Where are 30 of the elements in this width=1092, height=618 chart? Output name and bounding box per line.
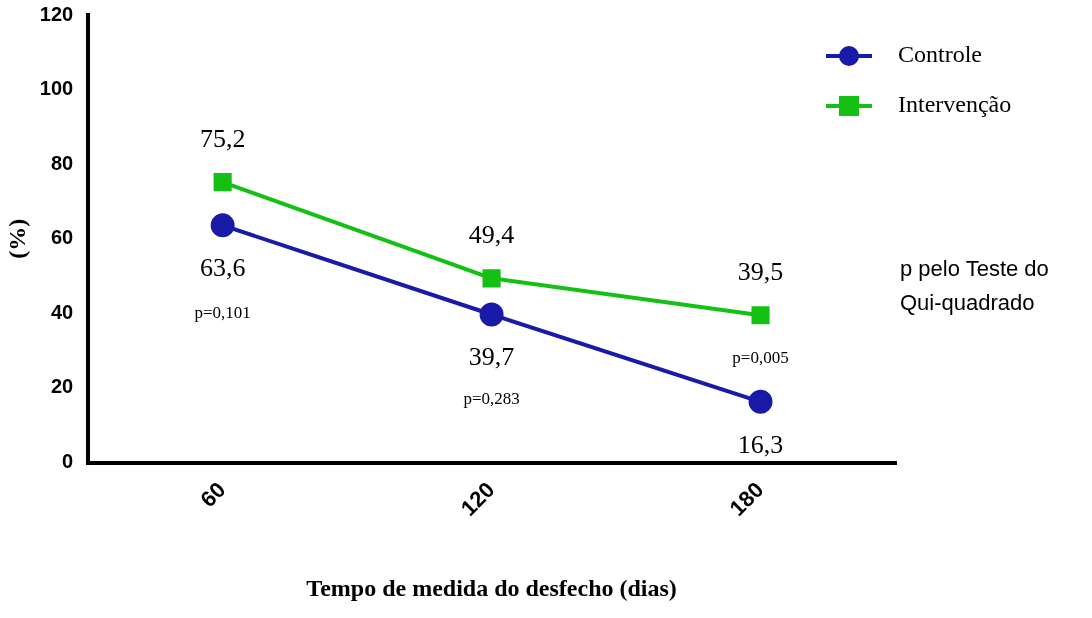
x-tick-label: 120 xyxy=(455,477,500,521)
x-tick-label: 60 xyxy=(195,477,231,513)
data-label: 49,4 xyxy=(468,220,515,250)
data-label: 63,6 xyxy=(199,253,246,283)
data-label: 39,5 xyxy=(737,257,784,287)
annotation: p=0,101 xyxy=(194,302,251,322)
data-label: 39,7 xyxy=(468,342,515,372)
annotation: p=0,283 xyxy=(463,388,520,408)
y-tick-label: 120 xyxy=(39,2,74,25)
y-tick-label: 0 xyxy=(62,450,74,473)
point xyxy=(482,269,501,288)
legend-label: Controle xyxy=(898,41,982,68)
y-tick-label: 20 xyxy=(50,375,74,398)
y-tick-label: 100 xyxy=(39,77,74,100)
y-tick-label: 60 xyxy=(50,226,74,249)
data-label: 75,2 xyxy=(199,123,246,153)
point xyxy=(748,389,773,414)
data-label: 16,3 xyxy=(737,429,784,459)
x-axis-title: Tempo de medida do desfecho (dias) xyxy=(306,574,677,601)
y-axis-title: (%) xyxy=(3,218,30,259)
x-tick-label: 180 xyxy=(724,477,769,521)
annotation: p=0,005 xyxy=(732,347,789,367)
point xyxy=(751,306,770,325)
point xyxy=(210,213,235,238)
point xyxy=(213,173,232,192)
text: p pelo Teste do Qui-quadrado xyxy=(900,255,1050,317)
legend-label: Intervenção xyxy=(898,91,1012,118)
y-tick-label: 40 xyxy=(50,300,74,323)
point xyxy=(479,302,504,327)
y-tick-label: 80 xyxy=(50,151,74,174)
